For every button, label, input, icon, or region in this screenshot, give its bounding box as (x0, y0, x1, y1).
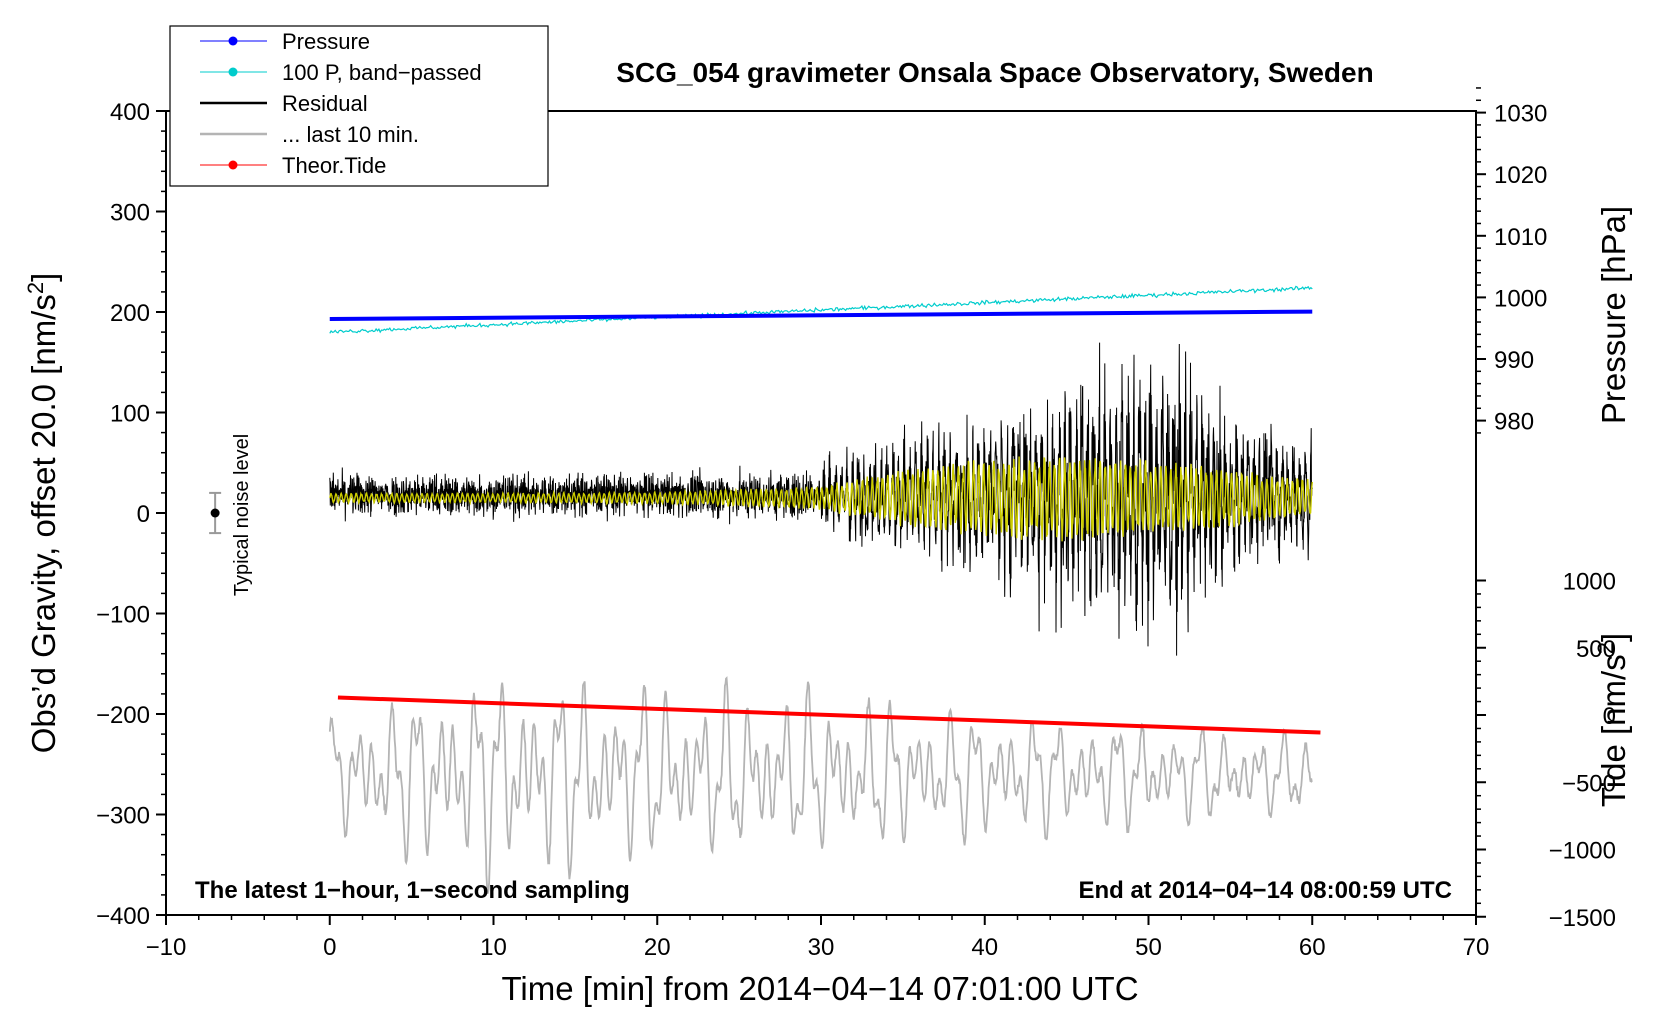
legend-marker (228, 67, 238, 77)
legend-label: 100 P, band−passed (282, 60, 482, 85)
chart-title: SCG_054 gravimeter Onsala Space Observat… (616, 57, 1373, 88)
x-tick-label: −10 (146, 934, 187, 961)
pressure-tick-label: 1010 (1494, 224, 1547, 251)
y-tick-label: −200 (96, 702, 150, 729)
x-axis: −10 0 10 20 30 40 50 60 70 (146, 915, 1490, 961)
x-tick-label: 0 (323, 934, 336, 961)
series-pressure (329, 309, 1313, 321)
x-tick-label: 20 (644, 934, 671, 961)
y-tick-label: 200 (110, 300, 150, 327)
legend-label: Residual (282, 91, 368, 116)
x-axis-title: Time [min] from 2014−04−14 07:01:00 UTC (501, 970, 1138, 1007)
y-axis-tide-title: Tide [nm/s2] (1593, 633, 1633, 807)
series-band-passed-pressure (329, 285, 1313, 334)
tide-tick-label: 500 (1576, 636, 1616, 663)
last-10-min-line (328, 676, 1313, 895)
series-residual-filtered (329, 456, 1313, 542)
legend-label: Pressure (282, 29, 370, 54)
y-axis-pressure: 980 990 1000 1010 1020 1030 (1476, 87, 1547, 436)
y-tick-label: 400 (110, 99, 150, 126)
x-tick-label: 10 (480, 934, 507, 961)
legend-label: Theor.Tide (282, 153, 386, 178)
legend-box (169, 25, 549, 187)
series-last-10-min (328, 676, 1313, 895)
legend-marker (228, 36, 238, 46)
y-tick-label: 300 (110, 200, 150, 227)
series-theoretical-tide (337, 695, 1321, 735)
x-tick-label: 40 (971, 934, 998, 961)
noise-center-dot (210, 508, 220, 518)
tide-tick-label: 1000 (1563, 569, 1616, 596)
pressure-line (329, 309, 1313, 321)
tide-tick-label: 0 (1603, 703, 1616, 730)
band-passed-line (329, 285, 1313, 334)
pressure-tick-label: 980 (1494, 409, 1534, 436)
tide-tick-label: −1000 (1549, 838, 1616, 865)
y-axis-left-title: Obs’d Gravity, offset 20.0 [nm/s2] (23, 273, 63, 754)
y-axis-pressure-title: Pressure [hPa] (1595, 206, 1632, 424)
x-tick-label: 60 (1299, 934, 1326, 961)
tide-tick-label: −500 (1562, 770, 1616, 797)
y-tick-label: −100 (96, 602, 150, 629)
legend-marker (228, 160, 238, 170)
noise-level-label: Typical noise level (231, 434, 253, 596)
y-axis-left: 400 300 200 100 0 −100 −200 −300 −400 (96, 99, 166, 930)
tide-tick-label: −1500 (1549, 905, 1616, 932)
legend: Pressure 100 P, band−passed Residual ... la… (169, 25, 549, 187)
x-tick-label: 30 (808, 934, 835, 961)
noise-level-bar (209, 491, 222, 535)
y-tick-label: 100 (110, 401, 150, 428)
pressure-tick-label: 990 (1494, 347, 1534, 374)
x-tick-label: 70 (1463, 934, 1490, 961)
y-tick-label: −300 (96, 803, 150, 830)
legend-label: ... last 10 min. (282, 122, 419, 147)
tide-line (337, 695, 1321, 735)
y-axis-tide: 1000 500 0 −500 −1000 −1500 (1476, 569, 1616, 932)
y-tick-label: 0 (137, 501, 150, 528)
pressure-tick-label: 1020 (1494, 162, 1547, 189)
pressure-tick-label: 1000 (1494, 285, 1547, 312)
residual-filtered-line (329, 456, 1313, 542)
end-time-note: End at 2014−04−14 08:00:59 UTC (1078, 877, 1452, 904)
pressure-tick-label: 1030 (1494, 101, 1547, 128)
y-tick-label: −400 (96, 903, 150, 930)
sampling-note: The latest 1−hour, 1−second sampling (195, 877, 630, 904)
x-tick-label: 50 (1135, 934, 1162, 961)
